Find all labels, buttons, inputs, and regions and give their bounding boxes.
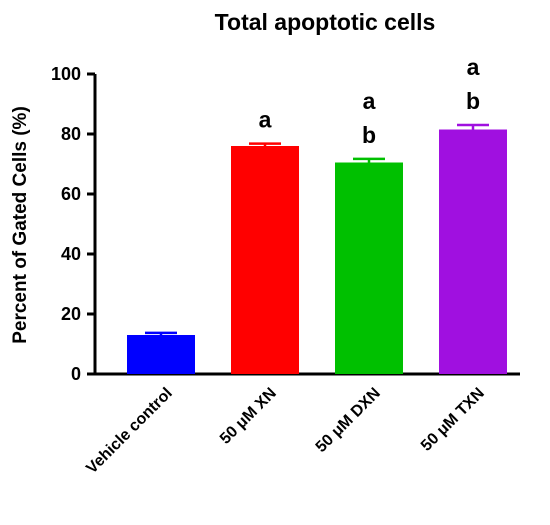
- y-axis-label: Percent of Gated Cells (%): [10, 106, 31, 344]
- y-tick-label: 60: [61, 184, 81, 204]
- bar: [127, 335, 195, 374]
- significance-letter: b: [466, 88, 480, 114]
- significance-letter: a: [259, 107, 272, 133]
- significance-letter: b: [362, 122, 376, 148]
- bar: [335, 162, 403, 374]
- y-tick-label: 100: [51, 64, 81, 84]
- significance-letter: a: [363, 88, 376, 114]
- chart-title: Total apoptotic cells: [215, 9, 436, 35]
- x-tick-label: 50 μM XN: [217, 385, 280, 448]
- x-tick-label: Vehicle control: [83, 385, 175, 477]
- y-tick-label: 20: [61, 304, 81, 324]
- bar: [231, 146, 299, 374]
- bar: [439, 129, 507, 374]
- y-tick-label: 80: [61, 124, 81, 144]
- y-tick-label: 40: [61, 244, 81, 264]
- significance-letter: a: [467, 54, 480, 80]
- x-tick-label: 50 μM TXN: [418, 385, 488, 455]
- y-tick-label: 0: [71, 364, 81, 384]
- x-tick-label: 50 μM DXN: [313, 385, 384, 456]
